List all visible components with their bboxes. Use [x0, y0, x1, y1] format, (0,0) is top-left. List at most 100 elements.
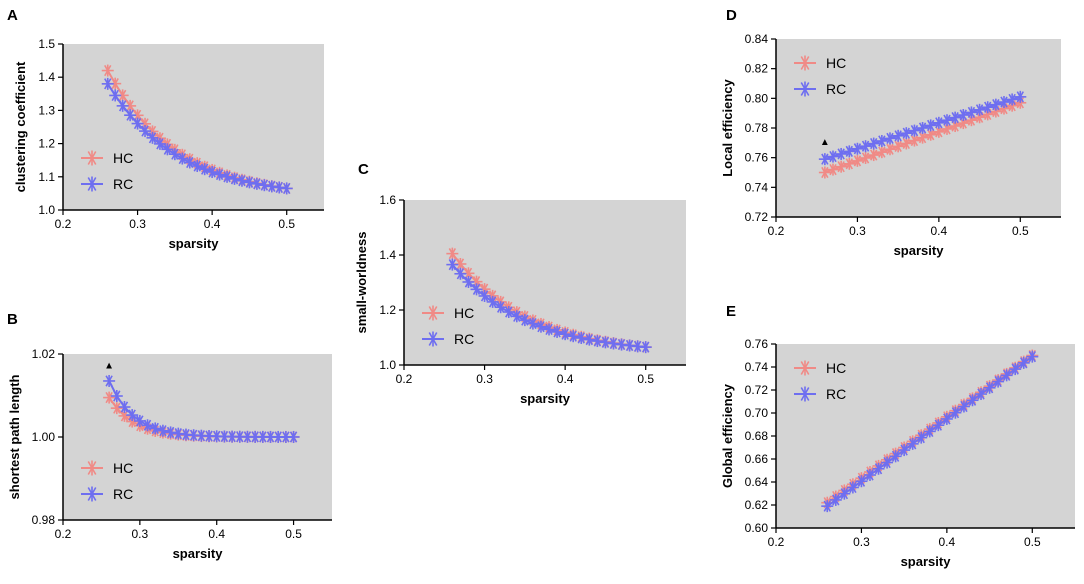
y-axis-title: Global efficiency: [720, 383, 735, 488]
data-point: [924, 119, 937, 132]
legend-label: HC: [454, 305, 474, 321]
legend-item-rc: RC: [81, 486, 133, 502]
data-point: [218, 430, 231, 443]
y-tick-label: 1.0: [379, 358, 396, 372]
legend-item-hc: HC: [422, 305, 474, 321]
data-point: [855, 475, 868, 488]
y-tick-label: 1.6: [379, 193, 396, 207]
x-tick-label: 0.4: [931, 224, 948, 238]
y-tick-label: 0.60: [745, 521, 769, 535]
x-tick-label: 0.5: [1024, 535, 1041, 549]
y-tick-label: 1.02: [32, 347, 56, 361]
y-tick-label: 0.72: [745, 383, 769, 397]
data-point: [821, 500, 834, 513]
data-point: [103, 374, 116, 387]
data-point: [575, 331, 588, 344]
x-axis-title: sparsity: [901, 554, 952, 569]
panel-a: A 0.2 0.3 0.4 0.5 1.0 1.1 1.2 1.3 1.4 1.5 sparsity c…: [7, 7, 324, 251]
data-point: [101, 64, 114, 77]
series-rc: [103, 374, 300, 443]
data-point: [827, 150, 839, 163]
data-point: [526, 317, 539, 330]
data-point: [567, 330, 580, 343]
data-point: [494, 301, 507, 314]
y-tick-label: 1.3: [38, 103, 55, 117]
data-point: [110, 402, 123, 415]
data-point: [446, 258, 459, 271]
data-point: [846, 481, 859, 494]
data-point: [221, 170, 234, 183]
data-point: [623, 339, 636, 352]
x-tick-label: 0.2: [55, 527, 72, 541]
data-point: [1000, 369, 1013, 382]
data-point: [884, 132, 896, 145]
data-point: [203, 430, 216, 443]
x-tick-label: 0.2: [55, 217, 72, 231]
data-point: [843, 157, 856, 170]
data-point: [900, 137, 913, 150]
data-point: [265, 180, 278, 193]
data-point: [250, 177, 263, 190]
data-point: [975, 388, 988, 401]
data-point: [164, 426, 177, 439]
data-point: [875, 146, 888, 159]
data-point: [1014, 90, 1027, 103]
data-point: [916, 131, 929, 144]
y-tick-label: 1.5: [38, 37, 55, 51]
data-point: [273, 181, 286, 194]
y-tick-label: 0.68: [745, 429, 769, 443]
data-point: [924, 128, 937, 141]
data-point: [859, 140, 872, 153]
series-rc: [818, 90, 1027, 166]
data-point: [835, 160, 848, 173]
y-tick-label: 0.76: [745, 151, 769, 165]
y-tick-label: 0.74: [745, 360, 769, 374]
legend-label: RC: [826, 81, 846, 97]
data-point: [1006, 93, 1019, 106]
data-point: [454, 267, 467, 280]
series-rc: [821, 350, 1039, 513]
legend-label: RC: [113, 176, 133, 192]
data-point: [510, 310, 523, 323]
data-point: [983, 381, 996, 394]
data-point: [818, 166, 831, 179]
data-point: [829, 493, 842, 506]
data-point: [932, 116, 945, 129]
data-point: [280, 182, 293, 195]
legend-label: HC: [826, 360, 846, 376]
data-point: [110, 390, 123, 403]
data-point: [827, 163, 839, 176]
y-tick-label: 0.84: [745, 32, 769, 46]
legend-marker: [84, 176, 100, 192]
data-point: [1017, 356, 1030, 369]
y-tick-label: 1.1: [38, 170, 55, 184]
data-point: [949, 406, 962, 419]
y-axis-title: Local efficiency: [720, 78, 735, 176]
x-tick-label: 0.5: [637, 372, 654, 386]
data-point: [908, 124, 921, 137]
legend-marker: [797, 360, 813, 376]
series-rc: [446, 258, 652, 354]
data-point: [518, 314, 531, 327]
legend-item-rc: RC: [422, 331, 474, 347]
data-point: [599, 336, 612, 349]
data-point: [101, 77, 114, 90]
data-point: [851, 142, 864, 155]
legend-item-rc: RC: [794, 81, 846, 97]
x-axis-title: sparsity: [520, 391, 571, 406]
data-point: [258, 179, 271, 192]
data-point: [989, 98, 1002, 111]
y-tick-label: 0.76: [745, 337, 769, 351]
x-axis-title: sparsity: [169, 236, 220, 251]
data-point: [981, 101, 994, 114]
data-point: [172, 427, 185, 440]
data-point: [156, 424, 169, 437]
panel-letter: A: [7, 7, 18, 24]
data-point: [153, 137, 166, 150]
data-point: [161, 143, 174, 156]
plot-area: [404, 200, 686, 365]
data-point: [906, 437, 919, 450]
data-point: [863, 469, 876, 482]
data-point: [131, 117, 144, 130]
data-point: [898, 444, 911, 457]
